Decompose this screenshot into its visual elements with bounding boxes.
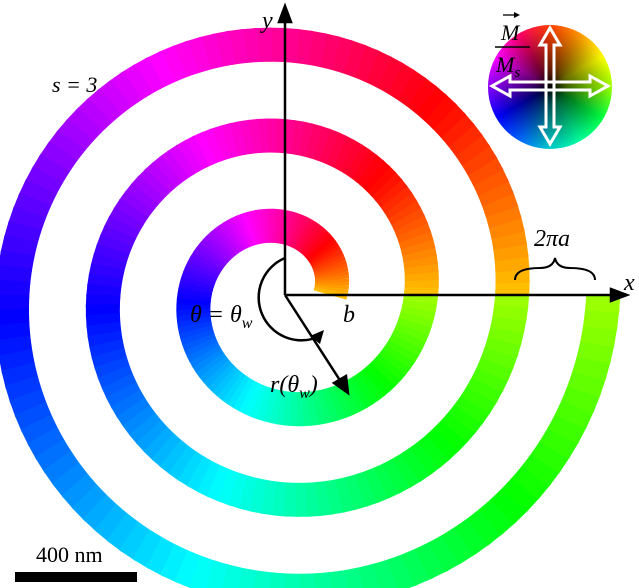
y-arrow — [279, 6, 291, 22]
y-label: y — [260, 8, 273, 34]
spiral — [12, 45, 603, 588]
scale-label: 400 nm — [36, 542, 103, 567]
scale-bar — [15, 572, 137, 582]
arrow-right — [554, 76, 608, 96]
m-denominator: Ms — [495, 52, 520, 81]
wheel-arrows — [492, 28, 608, 144]
r-text: r(θ — [270, 372, 299, 398]
vector-arrow-head — [514, 12, 520, 18]
figure: y x s = 3 M Ms 2πa b θ = θw r(θw) 400 nm — [0, 0, 639, 588]
b-label: b — [343, 302, 355, 328]
m-numerator: M — [500, 20, 521, 45]
arrow-up — [540, 28, 560, 82]
diagram: y x s = 3 M Ms 2πa b θ = θw r(θw) 400 nm — [0, 0, 639, 588]
m-den-sub: s — [514, 65, 520, 81]
arrow-down — [540, 90, 560, 144]
theta-text: θ = θ — [190, 302, 242, 328]
spiral-segment — [602, 295, 603, 312]
theta-arrow — [310, 330, 324, 344]
r-sub: w — [299, 385, 310, 402]
x-label: x — [623, 270, 635, 296]
two-pi-a: 2πa — [534, 226, 570, 252]
r-close: ) — [308, 372, 318, 398]
m-den: M — [495, 52, 516, 77]
theta-sub: w — [242, 315, 253, 332]
r-label: r(θw) — [270, 372, 318, 402]
s-label: s = 3 — [52, 72, 97, 97]
theta-label: θ = θw — [190, 302, 253, 332]
